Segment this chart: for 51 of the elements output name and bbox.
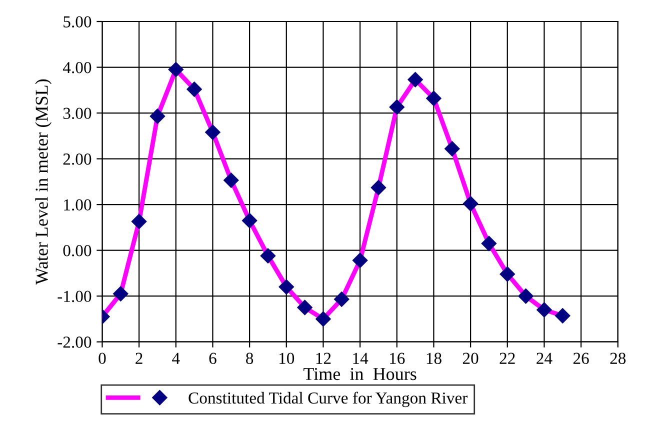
- point: [334, 292, 350, 307]
- point: [242, 213, 258, 228]
- x-tick-label: 16: [390, 352, 405, 364]
- x-tick-label: 24: [536, 352, 552, 364]
- y-tick-label: -2.00: [58, 336, 92, 348]
- x-tick-label: 14: [353, 352, 368, 364]
- point: [278, 279, 294, 295]
- point: [408, 72, 423, 88]
- legend-label: Constituted Tidal Curve for Yangon River: [188, 392, 468, 408]
- point: [131, 214, 147, 230]
- y-axis-title: Water Level in meter (MSL): [35, 79, 52, 285]
- point: [352, 252, 368, 268]
- point: [297, 300, 312, 316]
- x-tick-label: 6: [209, 352, 216, 364]
- point: [555, 308, 570, 324]
- point: [500, 266, 515, 282]
- point: [462, 196, 478, 212]
- x-tick-label: 20: [462, 352, 478, 364]
- y-tick-label: 4.00: [62, 62, 92, 74]
- x-tick-label: 8: [246, 352, 254, 364]
- x-tick-label: 10: [280, 352, 294, 364]
- point: [186, 82, 202, 97]
- y-tick-label: -1.00: [58, 290, 92, 302]
- x-tick-label: 18: [426, 352, 442, 364]
- point: [260, 248, 276, 264]
- point: [316, 311, 331, 327]
- point: [224, 172, 239, 188]
- x-tick-label: 28: [610, 352, 626, 364]
- x-axis-title: Time in Hours: [304, 368, 416, 380]
- y-tick-label: 5.00: [64, 16, 92, 28]
- point: [370, 180, 386, 196]
- point: [444, 141, 460, 156]
- x-tick-label: 12: [316, 352, 331, 364]
- y-tick-label: 1.00: [64, 199, 92, 211]
- y-tick-label: 3.00: [63, 108, 92, 120]
- point: [426, 90, 442, 106]
- point: [205, 124, 220, 140]
- y-tick-label: 2.00: [63, 153, 92, 165]
- point: [536, 302, 552, 318]
- x-tick-label: 0: [98, 352, 106, 364]
- x-tick-label: 22: [500, 352, 515, 364]
- point: [168, 62, 184, 78]
- x-tick-label: 2: [136, 352, 142, 364]
- point: [150, 108, 166, 124]
- point: [481, 236, 497, 252]
- x-tick-label: 26: [573, 352, 589, 364]
- y-tick-label: 0.00: [63, 245, 92, 256]
- point: [518, 288, 534, 304]
- point: [113, 286, 128, 302]
- point: [389, 100, 404, 115]
- x-tick-label: 4: [172, 352, 180, 364]
